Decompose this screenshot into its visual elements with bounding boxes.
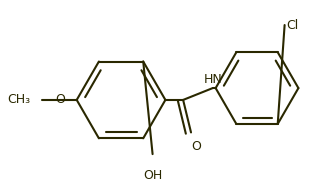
Text: HN: HN — [203, 73, 222, 86]
Text: O: O — [191, 140, 201, 153]
Text: O: O — [55, 93, 65, 106]
Text: OH: OH — [143, 169, 162, 182]
Text: CH₃: CH₃ — [7, 93, 30, 106]
Text: Cl: Cl — [287, 19, 299, 32]
